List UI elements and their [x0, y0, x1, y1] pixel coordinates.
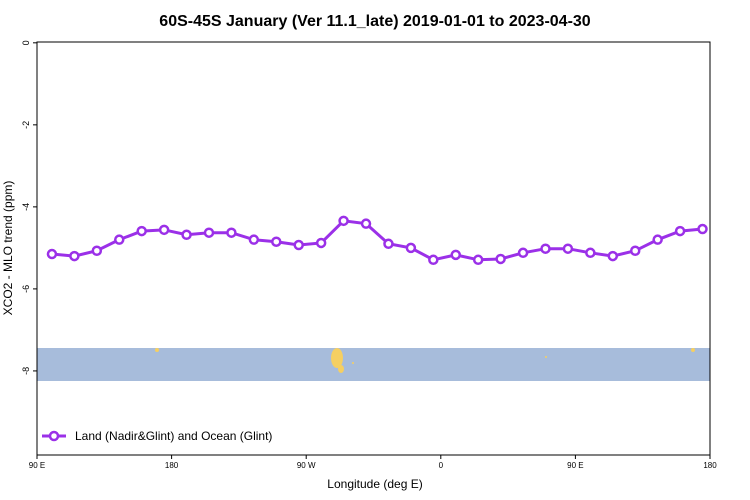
data-point: [360, 218, 372, 229]
legend-marker: [48, 430, 60, 442]
legend-label: Land (Nadir&Glint) and Ocean (Glint): [75, 429, 272, 443]
data-point: [495, 253, 506, 265]
data-point: [562, 243, 574, 254]
data-point: [46, 248, 58, 260]
data-point: [674, 225, 686, 237]
data-point: [472, 254, 484, 266]
data-point: [450, 249, 462, 261]
data-point: [697, 223, 708, 235]
data-point: [338, 215, 349, 227]
data-point: [114, 234, 125, 245]
y-tick-label: -2: [21, 121, 31, 129]
x-tick-label: 0: [439, 461, 444, 470]
data-point: [383, 238, 394, 250]
data-point: [136, 225, 147, 237]
data-point: [91, 245, 103, 257]
data-point: [158, 224, 170, 236]
data-point: [405, 242, 417, 254]
chart-title: 60S-45S January (Ver 11.1_late) 2019-01-…: [159, 13, 590, 30]
map-strip: [37, 348, 710, 381]
data-point: [540, 243, 551, 254]
data-point: [607, 250, 619, 262]
data-point: [69, 250, 80, 262]
data-point: [652, 234, 663, 245]
y-tick-label: -4: [21, 203, 31, 211]
data-point: [428, 254, 439, 266]
y-axis-label: XCO2 - MLO trend (ppm): [1, 181, 15, 316]
data-point: [181, 229, 192, 241]
data-point: [203, 227, 215, 238]
x-tick-label: 180: [703, 461, 717, 470]
x-tick-label: 180: [165, 461, 179, 470]
x-tick-label: 90 W: [297, 461, 316, 470]
data-point: [585, 247, 596, 259]
data-point: [315, 237, 327, 249]
y-tick-label: 0: [21, 40, 31, 45]
x-axis-label: Longitude (deg E): [327, 477, 422, 491]
data-point: [629, 245, 641, 257]
data-point: [271, 236, 282, 247]
series-line: [51, 219, 703, 262]
data-point: [226, 227, 237, 238]
data-point: [517, 247, 529, 259]
x-tick-label: 90 E: [567, 461, 583, 470]
y-tick-label: -6: [21, 285, 31, 293]
data-point: [293, 239, 304, 251]
x-tick-label: 90 E: [29, 461, 45, 470]
plot-frame: [36, 41, 711, 456]
y-tick-label: -8: [21, 367, 31, 375]
data-point: [248, 234, 260, 245]
